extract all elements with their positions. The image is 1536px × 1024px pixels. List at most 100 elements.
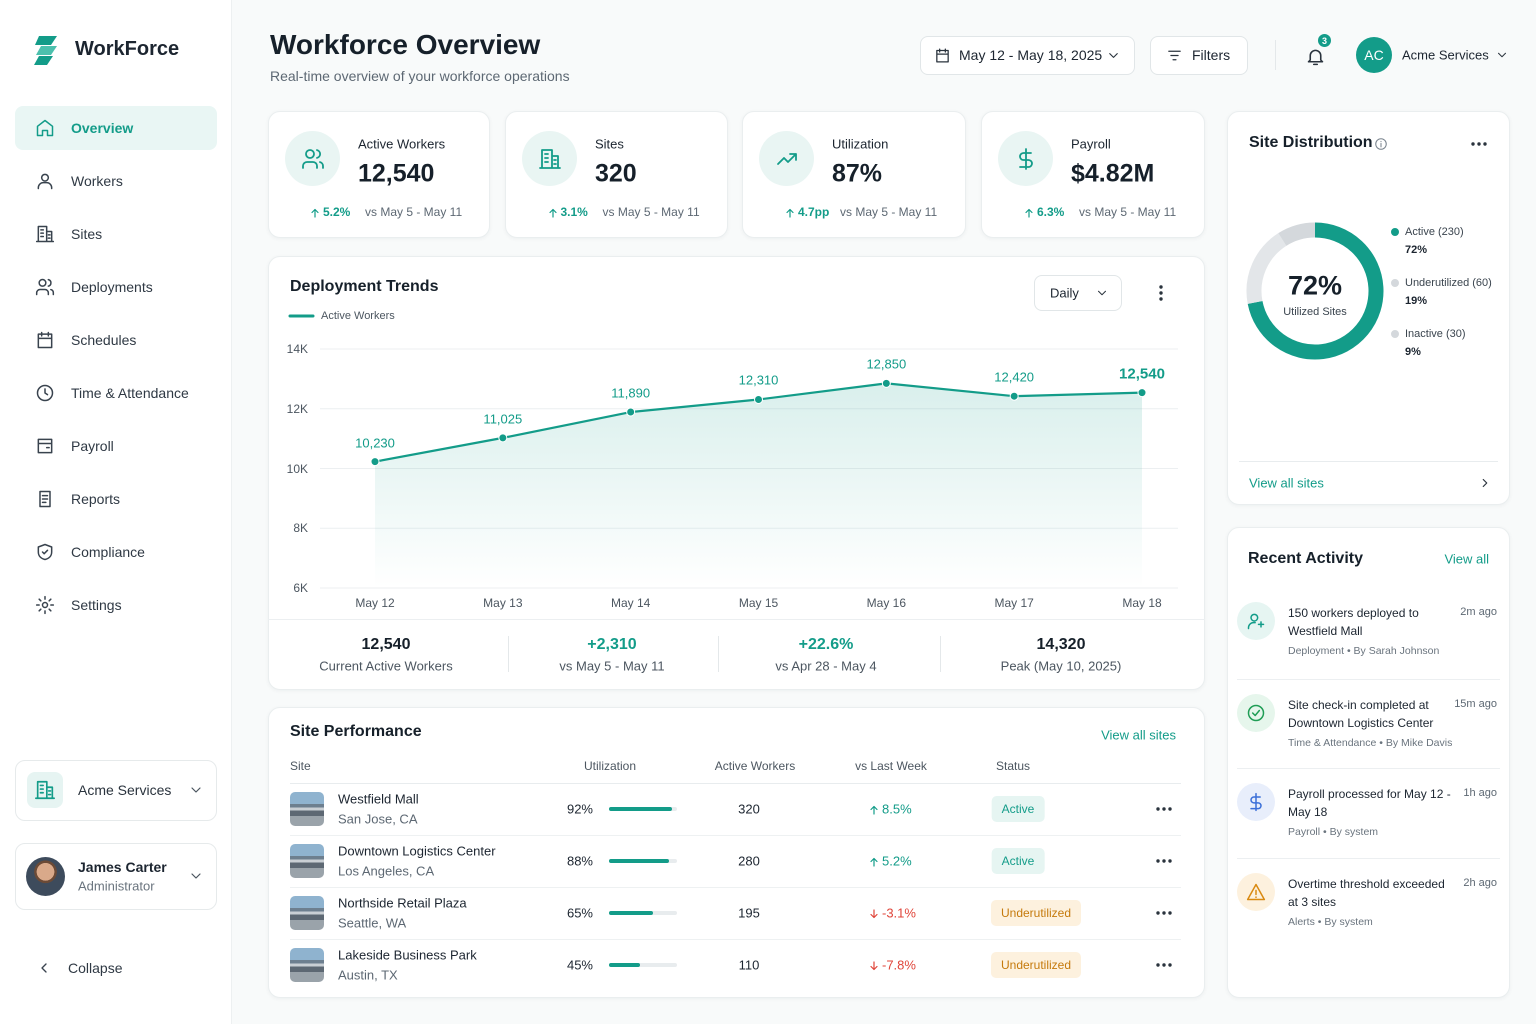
nav-label[interactable]: Settings bbox=[71, 597, 122, 613]
brand-name: WorkForce bbox=[75, 38, 180, 60]
icon-part bbox=[1471, 142, 1487, 146]
account-avatar[interactable] bbox=[1356, 37, 1392, 73]
view-all-link[interactable]: View all bbox=[1444, 551, 1489, 567]
kpi-label: Payroll bbox=[1071, 136, 1111, 152]
icon-part bbox=[1108, 52, 1118, 58]
legend-dot bbox=[1391, 279, 1399, 287]
icon-part bbox=[1156, 859, 1172, 863]
nav-label[interactable]: Compliance bbox=[71, 544, 145, 560]
activity-time: 15m ago bbox=[1454, 698, 1497, 710]
org-name: Acme Services bbox=[78, 782, 172, 798]
y-tick-label: 8K bbox=[293, 521, 308, 536]
view-all-sites-link[interactable]: View all sites bbox=[1101, 727, 1176, 743]
icon-part bbox=[1159, 291, 1163, 295]
icon bbox=[547, 206, 559, 218]
legend-label: Active Workers bbox=[321, 310, 395, 322]
card-title: Site Distribution bbox=[1249, 134, 1373, 151]
more-menu[interactable] bbox=[1154, 903, 1174, 923]
icon-part bbox=[35, 595, 55, 615]
view-all-sites-link[interactable]: View all sites bbox=[1249, 475, 1324, 491]
nav-label[interactable]: Overview bbox=[71, 120, 134, 136]
filters-button[interactable] bbox=[1150, 36, 1248, 75]
collapse-button[interactable]: Collapse bbox=[68, 960, 123, 976]
kpi-icon-bg bbox=[522, 131, 577, 186]
user-card[interactable] bbox=[15, 843, 217, 910]
nav-label[interactable]: Schedules bbox=[71, 332, 137, 348]
site-location: Seattle, WA bbox=[338, 915, 407, 931]
icon-part bbox=[870, 857, 878, 867]
nav-label[interactable]: Sites bbox=[71, 226, 103, 242]
icon bbox=[35, 489, 55, 509]
x-tick-label: May 16 bbox=[866, 596, 907, 610]
icon-part bbox=[1471, 142, 1475, 146]
more-menu[interactable] bbox=[1151, 283, 1171, 303]
y-tick-label: 10K bbox=[286, 461, 308, 476]
data-label: 10,230 bbox=[355, 435, 395, 451]
more-menu[interactable] bbox=[1154, 955, 1174, 975]
icon-part bbox=[1025, 208, 1033, 218]
legend-value: 72% bbox=[1405, 244, 1428, 256]
more-menu[interactable] bbox=[1469, 134, 1489, 154]
icon-part bbox=[1156, 807, 1172, 811]
logo-icon bbox=[34, 36, 57, 65]
icon-part bbox=[1375, 138, 1387, 150]
card bbox=[1227, 111, 1510, 505]
kpi-change: 4.7pp bbox=[798, 205, 830, 219]
icon bbox=[301, 147, 325, 171]
nav-label[interactable]: Deployments bbox=[71, 279, 153, 295]
more-menu[interactable] bbox=[1154, 851, 1174, 871]
nav-label[interactable]: Payroll bbox=[71, 438, 114, 454]
site-location: Austin, TX bbox=[338, 967, 398, 983]
kpi-change: 3.1% bbox=[560, 205, 588, 219]
icon-part bbox=[870, 805, 878, 815]
date-picker[interactable] bbox=[920, 36, 1135, 75]
column-header: Active Workers bbox=[714, 759, 796, 773]
notification-count: 3 bbox=[1321, 35, 1328, 46]
nav-label[interactable]: Time & Attendance bbox=[71, 385, 189, 401]
icon-part bbox=[35, 595, 55, 615]
account-name[interactable]: Acme Services bbox=[1402, 47, 1489, 63]
activity-meta: Deployment • By Sarah Johnson bbox=[1288, 645, 1440, 657]
icon-part bbox=[35, 278, 55, 296]
card-title: Recent Activity bbox=[1248, 550, 1363, 567]
icon bbox=[1014, 147, 1038, 171]
row-divider bbox=[290, 939, 1181, 940]
site-thumbnail bbox=[290, 792, 324, 826]
icon-part bbox=[1167, 50, 1181, 60]
kpi-change: 6.3% bbox=[1037, 205, 1065, 219]
card-title: Site Performance bbox=[290, 723, 422, 740]
icon-part bbox=[548, 208, 557, 218]
icon-part bbox=[1247, 613, 1265, 630]
icon-part bbox=[1025, 208, 1033, 218]
activity-text: Payroll processed for May 12 - May 18 bbox=[1288, 787, 1451, 819]
table-header-divider bbox=[290, 783, 1181, 784]
summary-label: vs May 5 - May 11 bbox=[559, 658, 665, 674]
utilization-label: 92% bbox=[566, 801, 593, 817]
icon-part bbox=[1307, 49, 1323, 65]
status-badge: Underutilized bbox=[990, 900, 1082, 926]
icon-part bbox=[37, 543, 53, 561]
kpi-change: 5.2% bbox=[323, 205, 351, 219]
logo-part bbox=[35, 36, 57, 45]
more-menu[interactable] bbox=[1154, 799, 1174, 819]
donut-center-value: 72% bbox=[1287, 270, 1343, 301]
data-label: 12,420 bbox=[994, 369, 1035, 385]
icon bbox=[1374, 137, 1388, 151]
nav-label[interactable]: Workers bbox=[71, 173, 123, 189]
icon bbox=[1246, 792, 1266, 812]
icon-part bbox=[1156, 963, 1172, 967]
icon-part bbox=[1168, 911, 1172, 915]
icon bbox=[934, 47, 951, 64]
icon-part bbox=[1108, 52, 1118, 58]
icon bbox=[35, 224, 55, 244]
site-name: Northside Retail Plaza bbox=[338, 895, 467, 911]
icon bbox=[868, 803, 880, 815]
icon-part bbox=[35, 780, 55, 800]
period-dropdown[interactable] bbox=[1034, 275, 1122, 311]
card bbox=[268, 707, 1205, 998]
summary-label: vs Apr 28 - May 4 bbox=[775, 658, 877, 674]
kpi-icon-bg bbox=[285, 131, 340, 186]
y-tick-label: 12K bbox=[286, 401, 308, 416]
nav-label[interactable]: Reports bbox=[71, 491, 121, 507]
icon-part bbox=[1483, 142, 1487, 146]
